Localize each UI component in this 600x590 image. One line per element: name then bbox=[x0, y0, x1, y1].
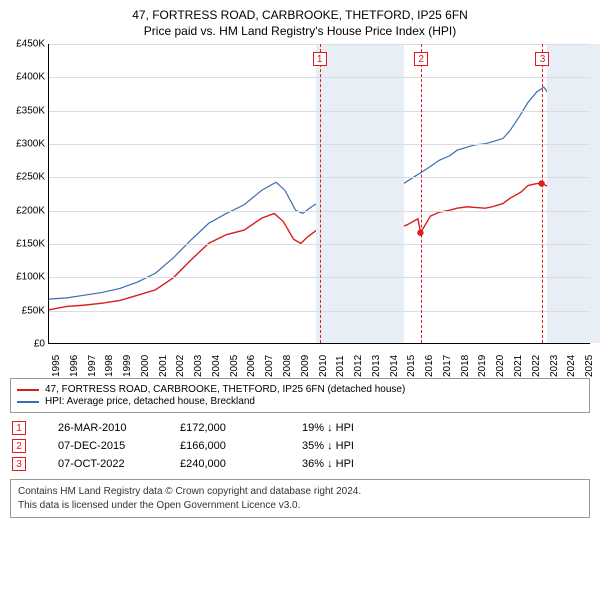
x-axis-label: 2024 bbox=[566, 355, 577, 377]
y-axis-label: £150K bbox=[11, 239, 45, 250]
x-axis-label: 2004 bbox=[211, 355, 222, 377]
x-axis-label: 2014 bbox=[389, 355, 400, 377]
legend-label: HPI: Average price, detached house, Brec… bbox=[45, 396, 255, 407]
transaction-delta: 35% ↓ HPI bbox=[302, 440, 392, 452]
x-axis-label: 2017 bbox=[442, 355, 453, 377]
sale-marker-badge: 2 bbox=[414, 52, 428, 66]
y-axis-label: £400K bbox=[11, 72, 45, 83]
x-axis-label: 2015 bbox=[406, 355, 417, 377]
transaction-price: £240,000 bbox=[180, 458, 270, 470]
transaction-date: 26-MAR-2010 bbox=[58, 422, 148, 434]
transaction-row: 2 07-DEC-2015 £166,000 35% ↓ HPI bbox=[12, 439, 590, 453]
legend-label: 47, FORTRESS ROAD, CARBROOKE, THETFORD, … bbox=[45, 384, 405, 395]
x-axis-labels: 1995 1996 1997 1998 1999 2000 2001 2002 2003 2004… bbox=[48, 344, 590, 374]
y-axis-label: £0 bbox=[11, 339, 45, 350]
chart-container: 47, FORTRESS ROAD, CARBROOKE, THETFORD, … bbox=[0, 0, 600, 524]
x-axis-label: 2007 bbox=[264, 355, 275, 377]
x-axis-label: 1996 bbox=[69, 355, 80, 377]
x-axis-label: 2019 bbox=[477, 355, 488, 377]
x-axis-label: 2016 bbox=[424, 355, 435, 377]
x-axis-label: 2003 bbox=[193, 355, 204, 377]
x-axis-label: 2000 bbox=[140, 355, 151, 377]
legend-item: HPI: Average price, detached house, Brec… bbox=[17, 396, 583, 407]
transaction-delta: 36% ↓ HPI bbox=[302, 458, 392, 470]
x-axis-label: 2021 bbox=[513, 355, 524, 377]
x-axis-label: 2022 bbox=[531, 355, 542, 377]
x-axis-label: 2023 bbox=[549, 355, 560, 377]
sale-marker-badge: 3 bbox=[535, 52, 549, 66]
x-axis-label: 2002 bbox=[175, 355, 186, 377]
sale-marker-badge: 1 bbox=[313, 52, 327, 66]
x-axis-label: 2006 bbox=[246, 355, 257, 377]
y-axis-label: £350K bbox=[11, 105, 45, 116]
plot-region: £0£50K£100K£150K£200K£250K£300K£350K£400… bbox=[48, 44, 590, 344]
y-axis-label: £200K bbox=[11, 205, 45, 216]
transaction-price: £166,000 bbox=[180, 440, 270, 452]
transaction-row: 3 07-OCT-2022 £240,000 36% ↓ HPI bbox=[12, 457, 590, 471]
chart-area: £0£50K£100K£150K£200K£250K£300K£350K£400… bbox=[48, 44, 590, 374]
transaction-badge: 3 bbox=[12, 457, 26, 471]
y-axis-label: £100K bbox=[11, 272, 45, 283]
x-axis-label: 1999 bbox=[122, 355, 133, 377]
transaction-row: 1 26-MAR-2010 £172,000 19% ↓ HPI bbox=[12, 421, 590, 435]
transaction-badge: 1 bbox=[12, 421, 26, 435]
attribution-footer: Contains HM Land Registry data © Crown c… bbox=[10, 479, 590, 518]
chart-subtitle: Price paid vs. HM Land Registry's House … bbox=[10, 24, 590, 38]
x-axis-label: 2020 bbox=[495, 355, 506, 377]
transactions-table: 1 26-MAR-2010 £172,000 19% ↓ HPI 2 07-DEC-201… bbox=[12, 421, 590, 471]
transaction-date: 07-OCT-2022 bbox=[58, 458, 148, 470]
x-axis-label: 2008 bbox=[282, 355, 293, 377]
y-axis-label: £250K bbox=[11, 172, 45, 183]
x-axis-label: 2025 bbox=[584, 355, 595, 377]
x-axis-label: 2012 bbox=[353, 355, 364, 377]
x-axis-label: 2009 bbox=[300, 355, 311, 377]
x-axis-label: 2010 bbox=[318, 355, 329, 377]
chart-title: 47, FORTRESS ROAD, CARBROOKE, THETFORD, … bbox=[10, 8, 590, 22]
x-axis-label: 2001 bbox=[158, 355, 169, 377]
legend-item: 47, FORTRESS ROAD, CARBROOKE, THETFORD, … bbox=[17, 384, 583, 395]
x-axis-label: 1998 bbox=[104, 355, 115, 377]
transaction-price: £172,000 bbox=[180, 422, 270, 434]
transaction-badge: 2 bbox=[12, 439, 26, 453]
legend: 47, FORTRESS ROAD, CARBROOKE, THETFORD, … bbox=[10, 378, 590, 413]
x-axis-label: 2013 bbox=[371, 355, 382, 377]
x-axis-label: 1995 bbox=[51, 355, 62, 377]
x-axis-label: 2011 bbox=[335, 355, 346, 377]
footer-line-2: This data is licensed under the Open Gov… bbox=[18, 499, 582, 513]
legend-swatch bbox=[17, 389, 39, 391]
x-axis-label: 2005 bbox=[229, 355, 240, 377]
x-axis-label: 1997 bbox=[87, 355, 98, 377]
transaction-delta: 19% ↓ HPI bbox=[302, 422, 392, 434]
y-axis-label: £450K bbox=[11, 39, 45, 50]
footer-line-1: Contains HM Land Registry data © Crown c… bbox=[18, 485, 582, 499]
x-axis-label: 2018 bbox=[460, 355, 471, 377]
legend-swatch bbox=[17, 401, 39, 403]
y-axis-label: £50K bbox=[11, 305, 45, 316]
y-axis-label: £300K bbox=[11, 139, 45, 150]
transaction-date: 07-DEC-2015 bbox=[58, 440, 148, 452]
